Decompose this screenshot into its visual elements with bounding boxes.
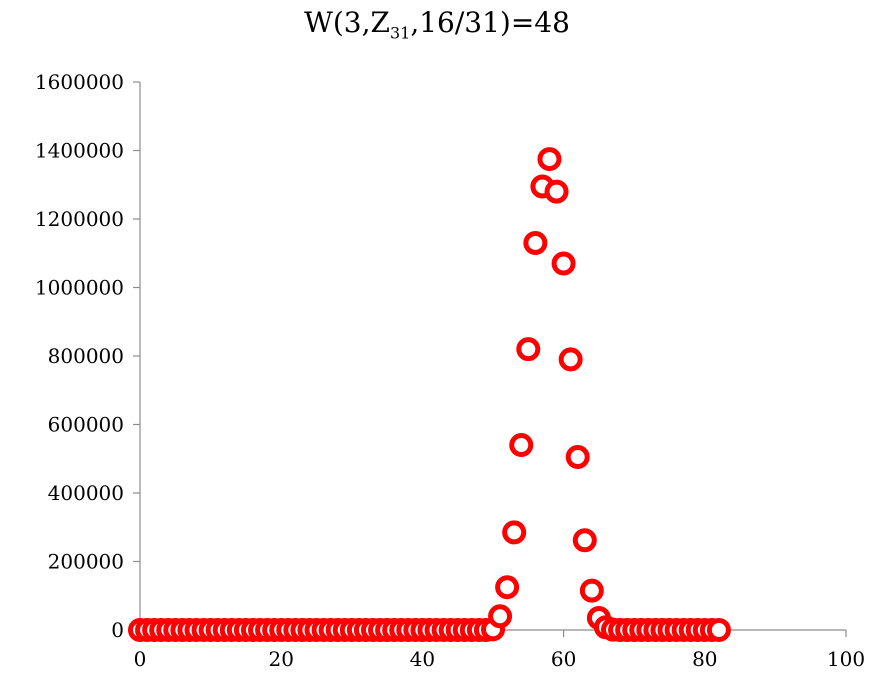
data-point bbox=[502, 520, 527, 545]
y-tick-label: 600000 bbox=[48, 413, 124, 437]
y-tick-label: 800000 bbox=[48, 344, 124, 368]
x-tick-label: 60 bbox=[551, 647, 576, 671]
data-point bbox=[572, 528, 597, 553]
x-ticks: 0 20 40 60 80 100 bbox=[134, 630, 865, 671]
x-tick-label: 0 bbox=[134, 647, 147, 671]
data-point bbox=[706, 618, 731, 642]
x-tick-label: 20 bbox=[268, 647, 293, 671]
chart-title-suffix: ,16/31)=48 bbox=[410, 6, 570, 39]
data-point bbox=[579, 578, 604, 603]
chart-title-prefix: W(3,Z bbox=[304, 6, 390, 39]
chart-title: W(3,Z31,16/31)=48 bbox=[0, 6, 874, 43]
data-point bbox=[495, 575, 520, 600]
y-tick-label: 1000000 bbox=[35, 276, 124, 300]
data-point bbox=[537, 147, 562, 172]
data-points bbox=[128, 147, 731, 642]
data-point bbox=[509, 433, 534, 458]
data-point bbox=[544, 179, 569, 204]
y-tick-label: 200000 bbox=[48, 550, 124, 574]
x-tick-label: 80 bbox=[692, 647, 717, 671]
x-tick-label: 40 bbox=[410, 647, 435, 671]
data-point bbox=[523, 230, 548, 255]
y-tick-label: 1400000 bbox=[35, 139, 124, 163]
y-tick-label: 1200000 bbox=[35, 207, 124, 231]
data-point bbox=[516, 337, 541, 362]
y-tick-label: 0 bbox=[111, 618, 124, 642]
y-ticks: 0 200000 400000 600000 800000 1000000 1200000 1… bbox=[35, 70, 140, 642]
y-tick-label: 400000 bbox=[48, 481, 124, 505]
y-tick-label: 1600000 bbox=[35, 70, 124, 94]
chart-title-subscript: 31 bbox=[389, 23, 411, 43]
x-tick-label: 100 bbox=[827, 647, 865, 671]
data-point bbox=[488, 604, 513, 629]
axes bbox=[139, 82, 846, 631]
data-point bbox=[565, 445, 590, 470]
data-point bbox=[551, 251, 576, 276]
data-point bbox=[558, 347, 583, 372]
